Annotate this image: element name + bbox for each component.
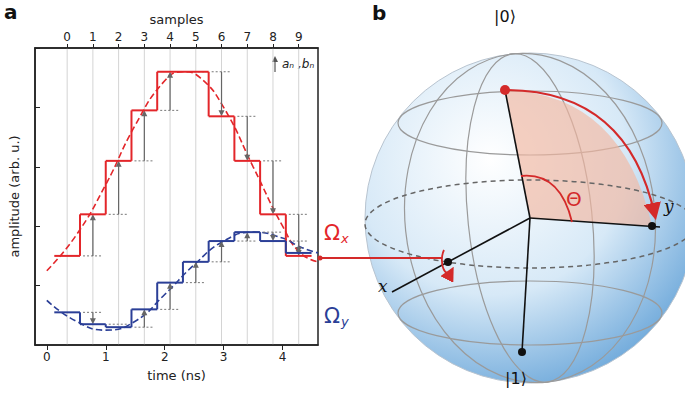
svg-text:a: a bbox=[4, 0, 18, 24]
svg-text:time (ns): time (ns) bbox=[147, 368, 206, 383]
svg-text:9: 9 bbox=[295, 30, 303, 44]
svg-text:|0⟩: |0⟩ bbox=[494, 7, 516, 26]
svg-text:x: x bbox=[378, 276, 388, 296]
svg-text:Ω: Ω bbox=[324, 304, 340, 328]
svg-text:1: 1 bbox=[89, 30, 97, 44]
svg-text:2: 2 bbox=[115, 30, 123, 44]
svg-text:4: 4 bbox=[166, 30, 174, 44]
svg-text:Ω: Ω bbox=[324, 221, 340, 245]
svg-text:Θ: Θ bbox=[566, 187, 582, 211]
svg-text:4: 4 bbox=[279, 350, 287, 364]
svg-text:x: x bbox=[340, 231, 349, 246]
svg-text:3: 3 bbox=[141, 30, 149, 44]
svg-text:3: 3 bbox=[220, 350, 228, 364]
svg-text:aₙ ,bₙ: aₙ ,bₙ bbox=[282, 57, 314, 71]
svg-text:amplitude (arb. u.): amplitude (arb. u.) bbox=[7, 135, 22, 257]
svg-text:0: 0 bbox=[63, 30, 71, 44]
svg-text:b: b bbox=[372, 1, 386, 25]
svg-text:8: 8 bbox=[269, 30, 277, 44]
svg-text:2: 2 bbox=[161, 350, 169, 364]
svg-text:samples: samples bbox=[149, 12, 203, 27]
svg-text:6: 6 bbox=[218, 30, 226, 44]
svg-text:5: 5 bbox=[192, 30, 200, 44]
svg-text:y: y bbox=[663, 196, 674, 216]
svg-text:y: y bbox=[340, 314, 349, 329]
svg-text:|1⟩: |1⟩ bbox=[505, 369, 527, 388]
svg-text:1: 1 bbox=[102, 350, 110, 364]
svg-text:0: 0 bbox=[43, 350, 51, 364]
svg-text:7: 7 bbox=[243, 30, 251, 44]
